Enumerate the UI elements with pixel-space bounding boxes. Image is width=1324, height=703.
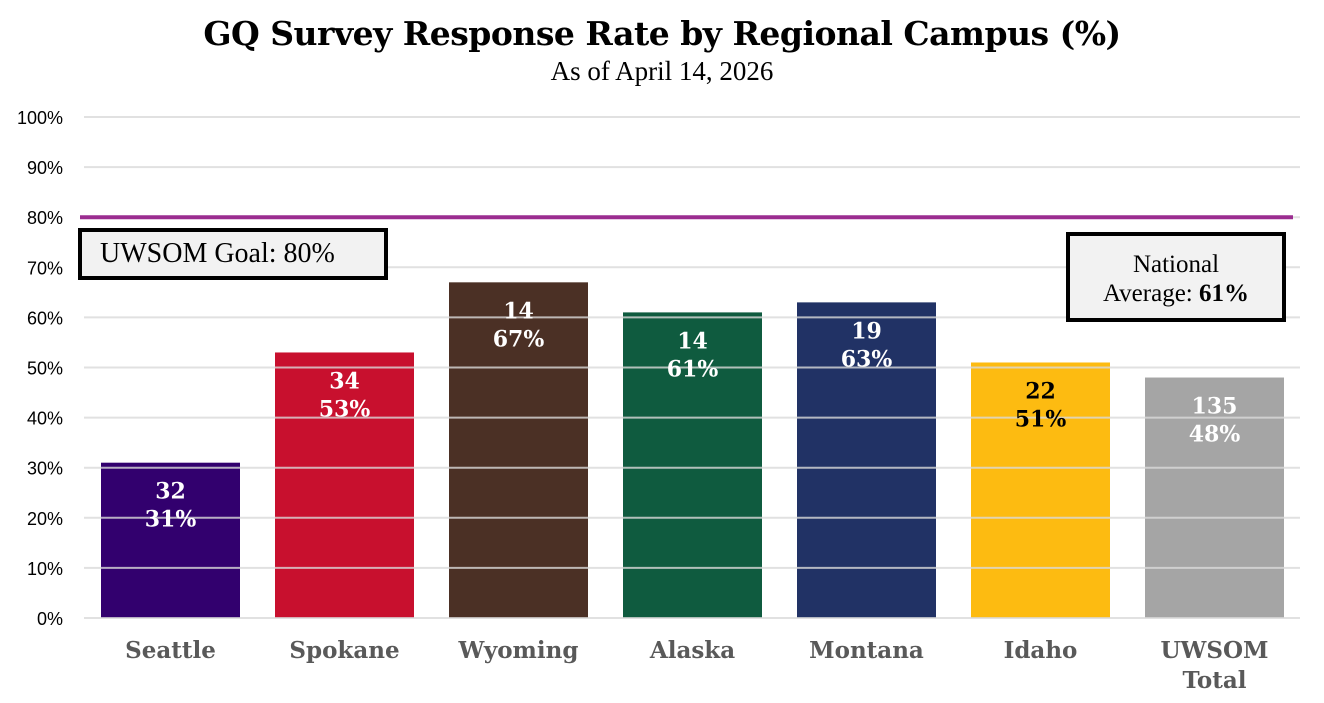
y-tick-label: 30% (27, 459, 63, 479)
y-tick-label: 80% (27, 208, 63, 228)
bar-spokane (275, 352, 414, 618)
bar-wyoming (449, 282, 588, 618)
y-tick-label: 10% (27, 559, 63, 579)
y-tick-label: 70% (27, 258, 63, 278)
bar-count-label: 22 (1025, 378, 1056, 404)
bar-value-label: 48% (1189, 422, 1241, 448)
bar-value-label: 63% (841, 346, 893, 372)
y-tick-label: 40% (27, 409, 63, 429)
national-average-line1: National (1132, 251, 1220, 278)
y-tick-label: 0% (37, 609, 63, 629)
x-tick-label: Spokane (289, 637, 399, 664)
national-average-line2: Average: (1102, 280, 1199, 307)
x-tick-label: Montana (809, 637, 924, 664)
bar-count-label: 135 (1192, 394, 1238, 420)
bar-count-label: 32 (155, 479, 186, 505)
bar-count-label: 14 (677, 328, 708, 354)
y-tick-label: 90% (27, 158, 63, 178)
x-tick-label: Seattle (125, 637, 216, 664)
bar-value-label: 53% (319, 396, 371, 422)
y-tick-label: 100% (17, 108, 63, 128)
bar-count-label: 34 (329, 368, 360, 394)
national-average-value: 61% (1199, 280, 1249, 307)
bar-value-label: 67% (493, 326, 545, 352)
bar-value-label: 51% (1015, 406, 1067, 432)
x-tick-label: Wyoming (458, 637, 579, 664)
goal-label-box: UWSOM Goal: 80% (78, 228, 388, 280)
bar-count-label: 19 (851, 318, 882, 344)
x-tick-label: Alaska (649, 637, 735, 664)
y-tick-label: 20% (27, 509, 63, 529)
bar-value-label: 31% (145, 507, 197, 533)
bar-montana (797, 302, 936, 618)
bar-seattle (101, 462, 240, 618)
goal-label: UWSOM Goal: 80% (100, 238, 335, 269)
y-tick-label: 50% (27, 359, 63, 379)
chart-title: GQ Survey Response Rate by Regional Camp… (203, 14, 1121, 53)
chart-subtitle: As of April 14, 2026 (550, 56, 774, 86)
x-tick-label: Idaho (1004, 637, 1078, 664)
bar-idaho (971, 362, 1110, 618)
x-tick-label: UWSOM (1161, 637, 1269, 664)
bar-value-label: 61% (667, 356, 719, 382)
x-tick-label: Total (1182, 667, 1246, 694)
bar-count-label: 14 (503, 298, 534, 324)
y-tick-label: 60% (27, 308, 63, 328)
national-average-box: National Average: 61% (1066, 232, 1286, 322)
